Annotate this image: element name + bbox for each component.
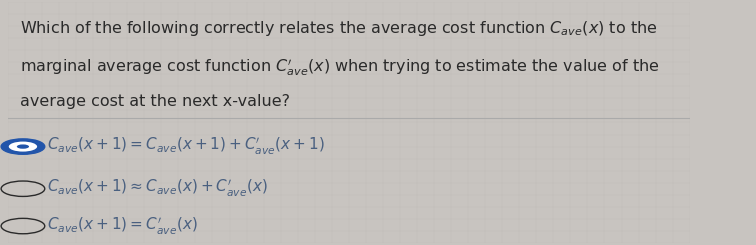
Circle shape [9,142,37,152]
Circle shape [17,144,29,149]
Text: Which of the following correctly relates the average cost function $C_{ave}(x)$ : Which of the following correctly relates… [20,19,658,38]
Text: average cost at the next x-value?: average cost at the next x-value? [20,94,290,109]
Text: marginal average cost function $C_{ave}'(x)$ when trying to estimate the value o: marginal average cost function $C_{ave}'… [20,56,660,78]
Text: $C_{ave}(x+1) = C_{ave}'(x)$: $C_{ave}(x+1) = C_{ave}'(x)$ [48,216,198,237]
Circle shape [1,139,45,154]
Text: $C_{ave}(x+1) = C_{ave}(x+1) + C_{ave}'(x+1)$: $C_{ave}(x+1) = C_{ave}(x+1) + C_{ave}'(… [48,136,325,157]
Text: $C_{ave}(x+1) \approx C_{ave}(x) + C_{ave}'(x)$: $C_{ave}(x+1) \approx C_{ave}(x) + C_{av… [48,178,268,199]
